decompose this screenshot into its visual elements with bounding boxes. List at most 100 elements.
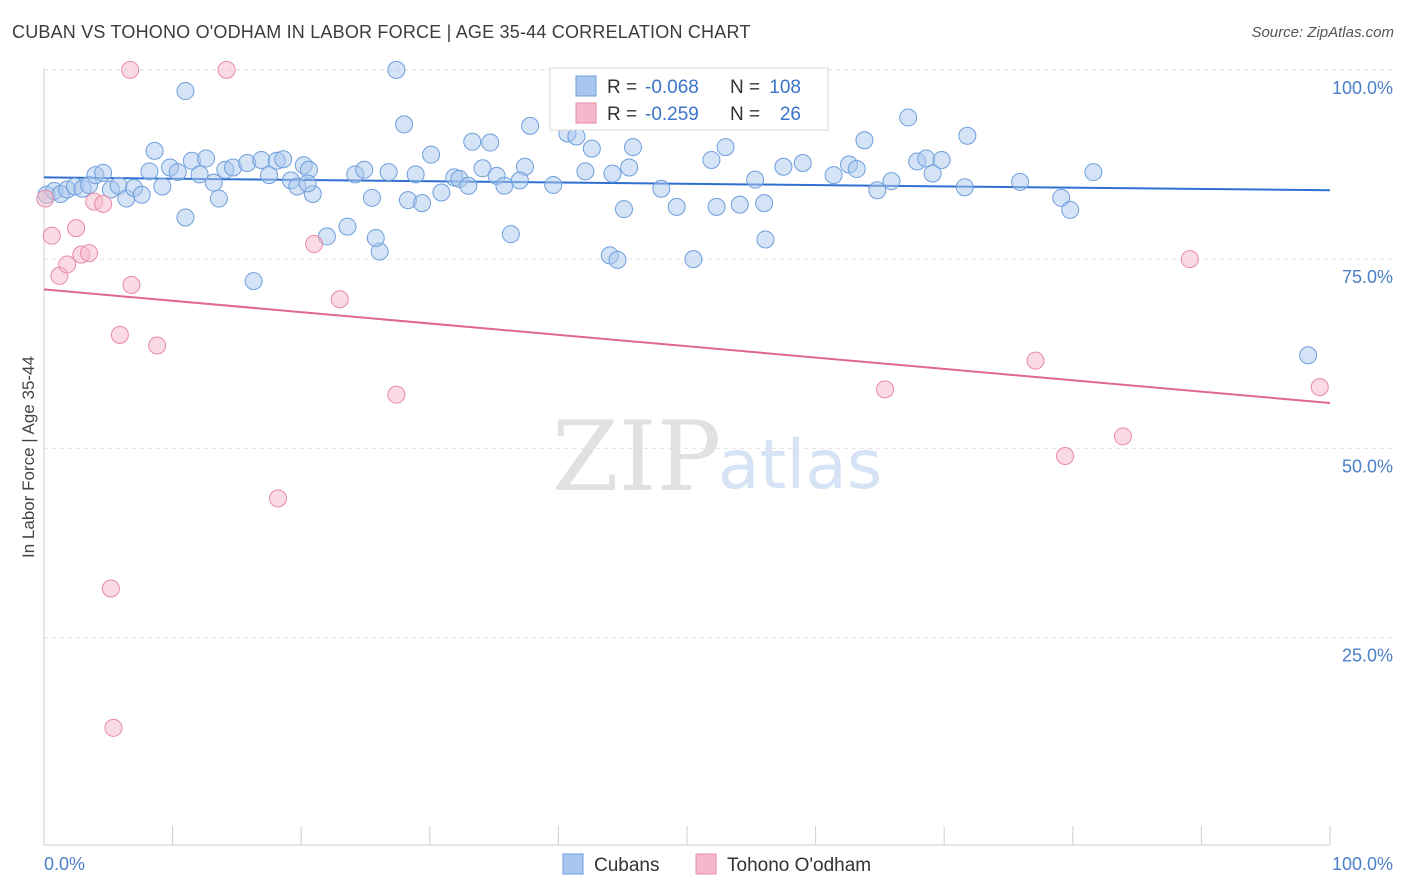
data-point-tohono xyxy=(1113,427,1132,446)
trend-line-tohono xyxy=(43,288,1331,404)
bottom-legend-swatch-cubans xyxy=(562,853,584,875)
data-point-cubans xyxy=(576,162,595,181)
data-point-tohono xyxy=(121,60,140,79)
data-point-cubans xyxy=(355,160,374,179)
data-point-cubans xyxy=(1011,172,1030,191)
data-point-cubans xyxy=(298,174,317,193)
data-point-cubans xyxy=(1299,346,1318,365)
data-point-cubans xyxy=(652,179,671,198)
data-point-cubans xyxy=(667,197,686,216)
data-point-cubans xyxy=(501,225,520,244)
source-label: Source: ZipAtlas.com xyxy=(1251,24,1394,41)
data-point-tohono xyxy=(217,60,236,79)
data-point-cubans xyxy=(582,139,601,158)
data-point-tohono xyxy=(42,226,61,245)
data-point-tohono xyxy=(387,385,406,404)
y-axis-label: In Labor Force | Age 35-44 xyxy=(19,356,38,558)
data-point-cubans xyxy=(197,149,216,168)
x-tick-label-min: 0.0% xyxy=(44,854,85,874)
legend-n-label-tohono: N = xyxy=(730,104,760,125)
data-point-tohono xyxy=(110,325,129,344)
bottom-legend-swatch-tohono xyxy=(695,853,717,875)
legend-r-value-tohono: -0.259 xyxy=(645,104,699,125)
data-point-cubans xyxy=(481,133,500,152)
data-point-cubans xyxy=(958,126,977,145)
data-point-cubans xyxy=(756,230,775,249)
data-point-cubans xyxy=(395,115,414,134)
x-tick-label-max: 100.0% xyxy=(1332,854,1393,874)
y-tick-label: 25.0% xyxy=(1342,646,1393,666)
data-point-cubans xyxy=(463,132,482,151)
data-point-tohono xyxy=(122,275,141,294)
data-point-cubans xyxy=(1061,200,1080,219)
data-point-cubans xyxy=(755,194,774,213)
data-point-cubans xyxy=(923,164,942,183)
data-point-cubans xyxy=(176,82,195,101)
data-point-cubans xyxy=(406,165,425,184)
data-point-cubans xyxy=(274,150,293,169)
trend-line-cubans xyxy=(43,176,1331,192)
data-points xyxy=(36,60,1329,737)
y-tick-labels: 25.0% 50.0% 75.0% 100.0% xyxy=(1332,78,1393,666)
data-point-tohono xyxy=(94,194,113,213)
data-point-cubans xyxy=(473,159,492,178)
data-point-cubans xyxy=(168,163,187,182)
data-point-tohono xyxy=(67,219,86,238)
legend-r-label-cubans: R = xyxy=(607,77,637,98)
data-point-cubans xyxy=(855,131,874,150)
data-point-cubans xyxy=(746,170,765,189)
top-legend: R = -0.068 N = 108 R = -0.259 N = 26 xyxy=(549,67,829,131)
data-point-cubans xyxy=(209,189,228,208)
data-point-cubans xyxy=(366,228,385,247)
data-point-cubans xyxy=(620,158,639,177)
data-point-cubans xyxy=(623,138,642,157)
legend-r-value-cubans: -0.068 xyxy=(645,77,699,98)
data-point-tohono xyxy=(36,189,55,208)
data-point-cubans xyxy=(1084,163,1103,182)
watermark-atlas: atlas xyxy=(718,426,882,505)
data-point-cubans xyxy=(190,165,209,184)
data-point-cubans xyxy=(432,183,451,202)
data-point-tohono xyxy=(58,255,77,274)
legend-r-label-tohono: R = xyxy=(607,104,637,125)
data-point-cubans xyxy=(153,177,172,196)
data-point-cubans xyxy=(387,60,406,79)
data-point-cubans xyxy=(730,195,749,214)
data-point-cubans xyxy=(495,176,514,195)
data-point-cubans xyxy=(204,173,223,192)
data-point-cubans xyxy=(824,166,843,185)
data-point-cubans xyxy=(614,200,633,219)
data-point-cubans xyxy=(362,188,381,207)
data-point-cubans xyxy=(510,171,529,190)
data-point-tohono xyxy=(269,489,288,508)
data-point-cubans xyxy=(176,208,195,227)
trend-lines xyxy=(43,176,1331,404)
bottom-legend-label-tohono: Tohono O'odham xyxy=(727,855,871,876)
data-point-cubans xyxy=(793,153,812,172)
legend-swatch-cubans xyxy=(575,75,597,97)
data-point-cubans xyxy=(917,149,936,168)
data-point-cubans xyxy=(608,250,627,269)
data-point-cubans xyxy=(521,116,540,135)
legend-n-value-tohono: 26 xyxy=(780,104,801,125)
data-point-cubans xyxy=(868,181,887,200)
data-point-cubans xyxy=(932,150,951,169)
data-point-cubans xyxy=(684,250,703,269)
data-point-cubans xyxy=(379,163,398,182)
data-point-cubans xyxy=(94,163,113,182)
data-point-tohono xyxy=(305,235,324,253)
data-point-tohono xyxy=(101,579,120,598)
data-point-cubans xyxy=(702,150,721,169)
data-point-cubans xyxy=(413,194,432,213)
data-point-cubans xyxy=(459,176,478,195)
data-point-tohono xyxy=(330,290,349,309)
data-point-cubans xyxy=(716,138,735,157)
data-point-cubans xyxy=(774,157,793,176)
legend-swatch-tohono xyxy=(575,102,597,124)
watermark: ZIP atlas xyxy=(552,401,882,513)
bottom-legend-label-cubans: Cubans xyxy=(594,855,660,876)
data-point-tohono xyxy=(1056,447,1075,465)
chart-title: CUBAN VS TOHONO O'ODHAM IN LABOR FORCE |… xyxy=(12,22,751,42)
watermark-zip: ZIP xyxy=(552,401,721,513)
